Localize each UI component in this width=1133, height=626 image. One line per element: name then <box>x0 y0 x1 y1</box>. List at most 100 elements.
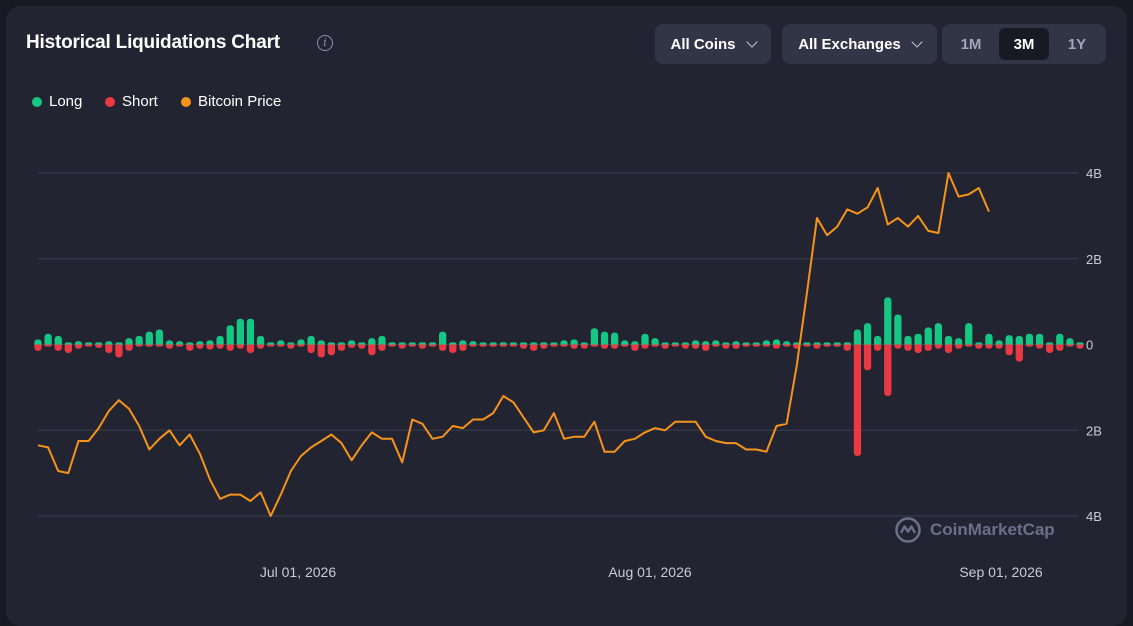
short-bar <box>418 344 427 349</box>
long-bar <box>954 338 963 345</box>
long-bar <box>772 339 781 345</box>
legend-bitcoin-price-label: Bitcoin Price <box>198 93 282 110</box>
legend-bitcoin-price[interactable]: Bitcoin Price <box>181 93 281 110</box>
short-bar <box>610 344 619 349</box>
long-bar <box>287 342 295 345</box>
short-bar <box>337 344 346 351</box>
short-bar <box>874 344 882 351</box>
long-bar <box>904 335 912 345</box>
short-bar <box>914 344 922 354</box>
short-bar <box>267 344 275 347</box>
short-bar <box>742 344 750 347</box>
long-bar <box>84 342 93 345</box>
range-1y-button[interactable]: 1Y <box>1067 35 1087 53</box>
long-bar <box>297 339 305 345</box>
long-bar <box>712 340 720 345</box>
short-bar <box>428 344 437 347</box>
long-bar <box>307 335 315 345</box>
short-bar <box>115 344 123 358</box>
long-bar <box>105 341 113 345</box>
short-bar <box>499 344 508 347</box>
short-bar <box>479 344 487 347</box>
long-bar <box>95 342 103 345</box>
x-tick-label: Aug 01, 2026 <box>608 564 692 580</box>
short-bar <box>1076 344 1084 349</box>
long-bar <box>44 333 52 345</box>
exchanges-dropdown[interactable]: All Exchanges <box>782 24 937 64</box>
long-bar <box>267 342 275 345</box>
short-bar <box>904 344 912 351</box>
long-bar <box>600 331 609 345</box>
short-bar <box>34 344 42 351</box>
long-bar <box>762 340 771 345</box>
short-bar <box>64 344 72 354</box>
short-bar <box>439 344 447 351</box>
short-bar <box>712 344 720 347</box>
short-bar <box>105 344 113 354</box>
range-3m-button[interactable]: 3M <box>999 28 1049 60</box>
long-bar <box>398 342 406 345</box>
short-bar <box>226 344 234 351</box>
short-bar <box>681 344 690 349</box>
long-bar <box>803 342 811 345</box>
long-bar <box>175 341 184 345</box>
legend-short[interactable]: Short <box>105 93 158 110</box>
short-bar <box>206 344 214 350</box>
short-bar <box>570 344 578 349</box>
short-bar <box>863 344 872 371</box>
long-bar <box>671 342 679 345</box>
x-tick-label: Jul 01, 2026 <box>260 564 336 580</box>
short-bar <box>722 344 730 349</box>
long-bar <box>793 342 801 345</box>
short-bar <box>1005 344 1013 356</box>
short-bar <box>803 344 811 347</box>
grid-lines <box>38 172 1078 517</box>
info-icon[interactable]: i <box>317 35 333 51</box>
short-bar <box>641 344 649 349</box>
long-bar <box>236 318 244 345</box>
short-bar <box>1046 344 1054 354</box>
y-tick-label: 4B <box>1086 166 1102 181</box>
long-bar <box>459 340 467 345</box>
long-bar <box>408 342 416 345</box>
coins-dropdown-label: All Coins <box>670 35 736 53</box>
short-bar <box>671 344 679 347</box>
long-bar <box>823 342 831 345</box>
long-dot-icon <box>32 96 42 107</box>
short-bar <box>469 344 477 347</box>
coins-dropdown[interactable]: All Coins <box>655 24 771 64</box>
long-bar <box>115 342 123 345</box>
range-1m-button[interactable]: 1M <box>960 35 982 53</box>
x-tick-label: Sep 01, 2026 <box>959 564 1043 580</box>
long-bar <box>165 340 174 345</box>
short-bar <box>287 344 295 349</box>
short-bar <box>884 344 892 396</box>
long-bar <box>246 318 255 345</box>
long-bar <box>995 340 1003 345</box>
watermark: CoinMarketCap <box>894 516 1055 544</box>
long-bar <box>1046 342 1054 345</box>
short-bar <box>600 344 609 349</box>
long-bar <box>874 335 882 345</box>
long-bar <box>752 342 760 345</box>
short-bar <box>44 344 52 347</box>
short-bar <box>307 344 315 354</box>
long-bar <box>74 341 83 345</box>
long-bar <box>428 342 437 345</box>
long-bar <box>651 338 659 345</box>
legend-long[interactable]: Long <box>32 93 82 110</box>
long-bar <box>317 340 325 345</box>
long-bar <box>722 342 730 345</box>
y-tick-label: 2B <box>1086 423 1102 438</box>
y-tick-label: 2B <box>1086 252 1102 267</box>
long-bar <box>277 340 285 345</box>
long-bar <box>186 342 194 345</box>
long-bar <box>196 341 204 345</box>
short-bar <box>762 344 771 347</box>
long-bar <box>1025 333 1034 345</box>
long-bar <box>610 332 619 345</box>
long-bar <box>216 335 224 345</box>
long-bar <box>256 335 265 345</box>
long-bar <box>661 342 669 345</box>
long-bar <box>1076 342 1084 345</box>
